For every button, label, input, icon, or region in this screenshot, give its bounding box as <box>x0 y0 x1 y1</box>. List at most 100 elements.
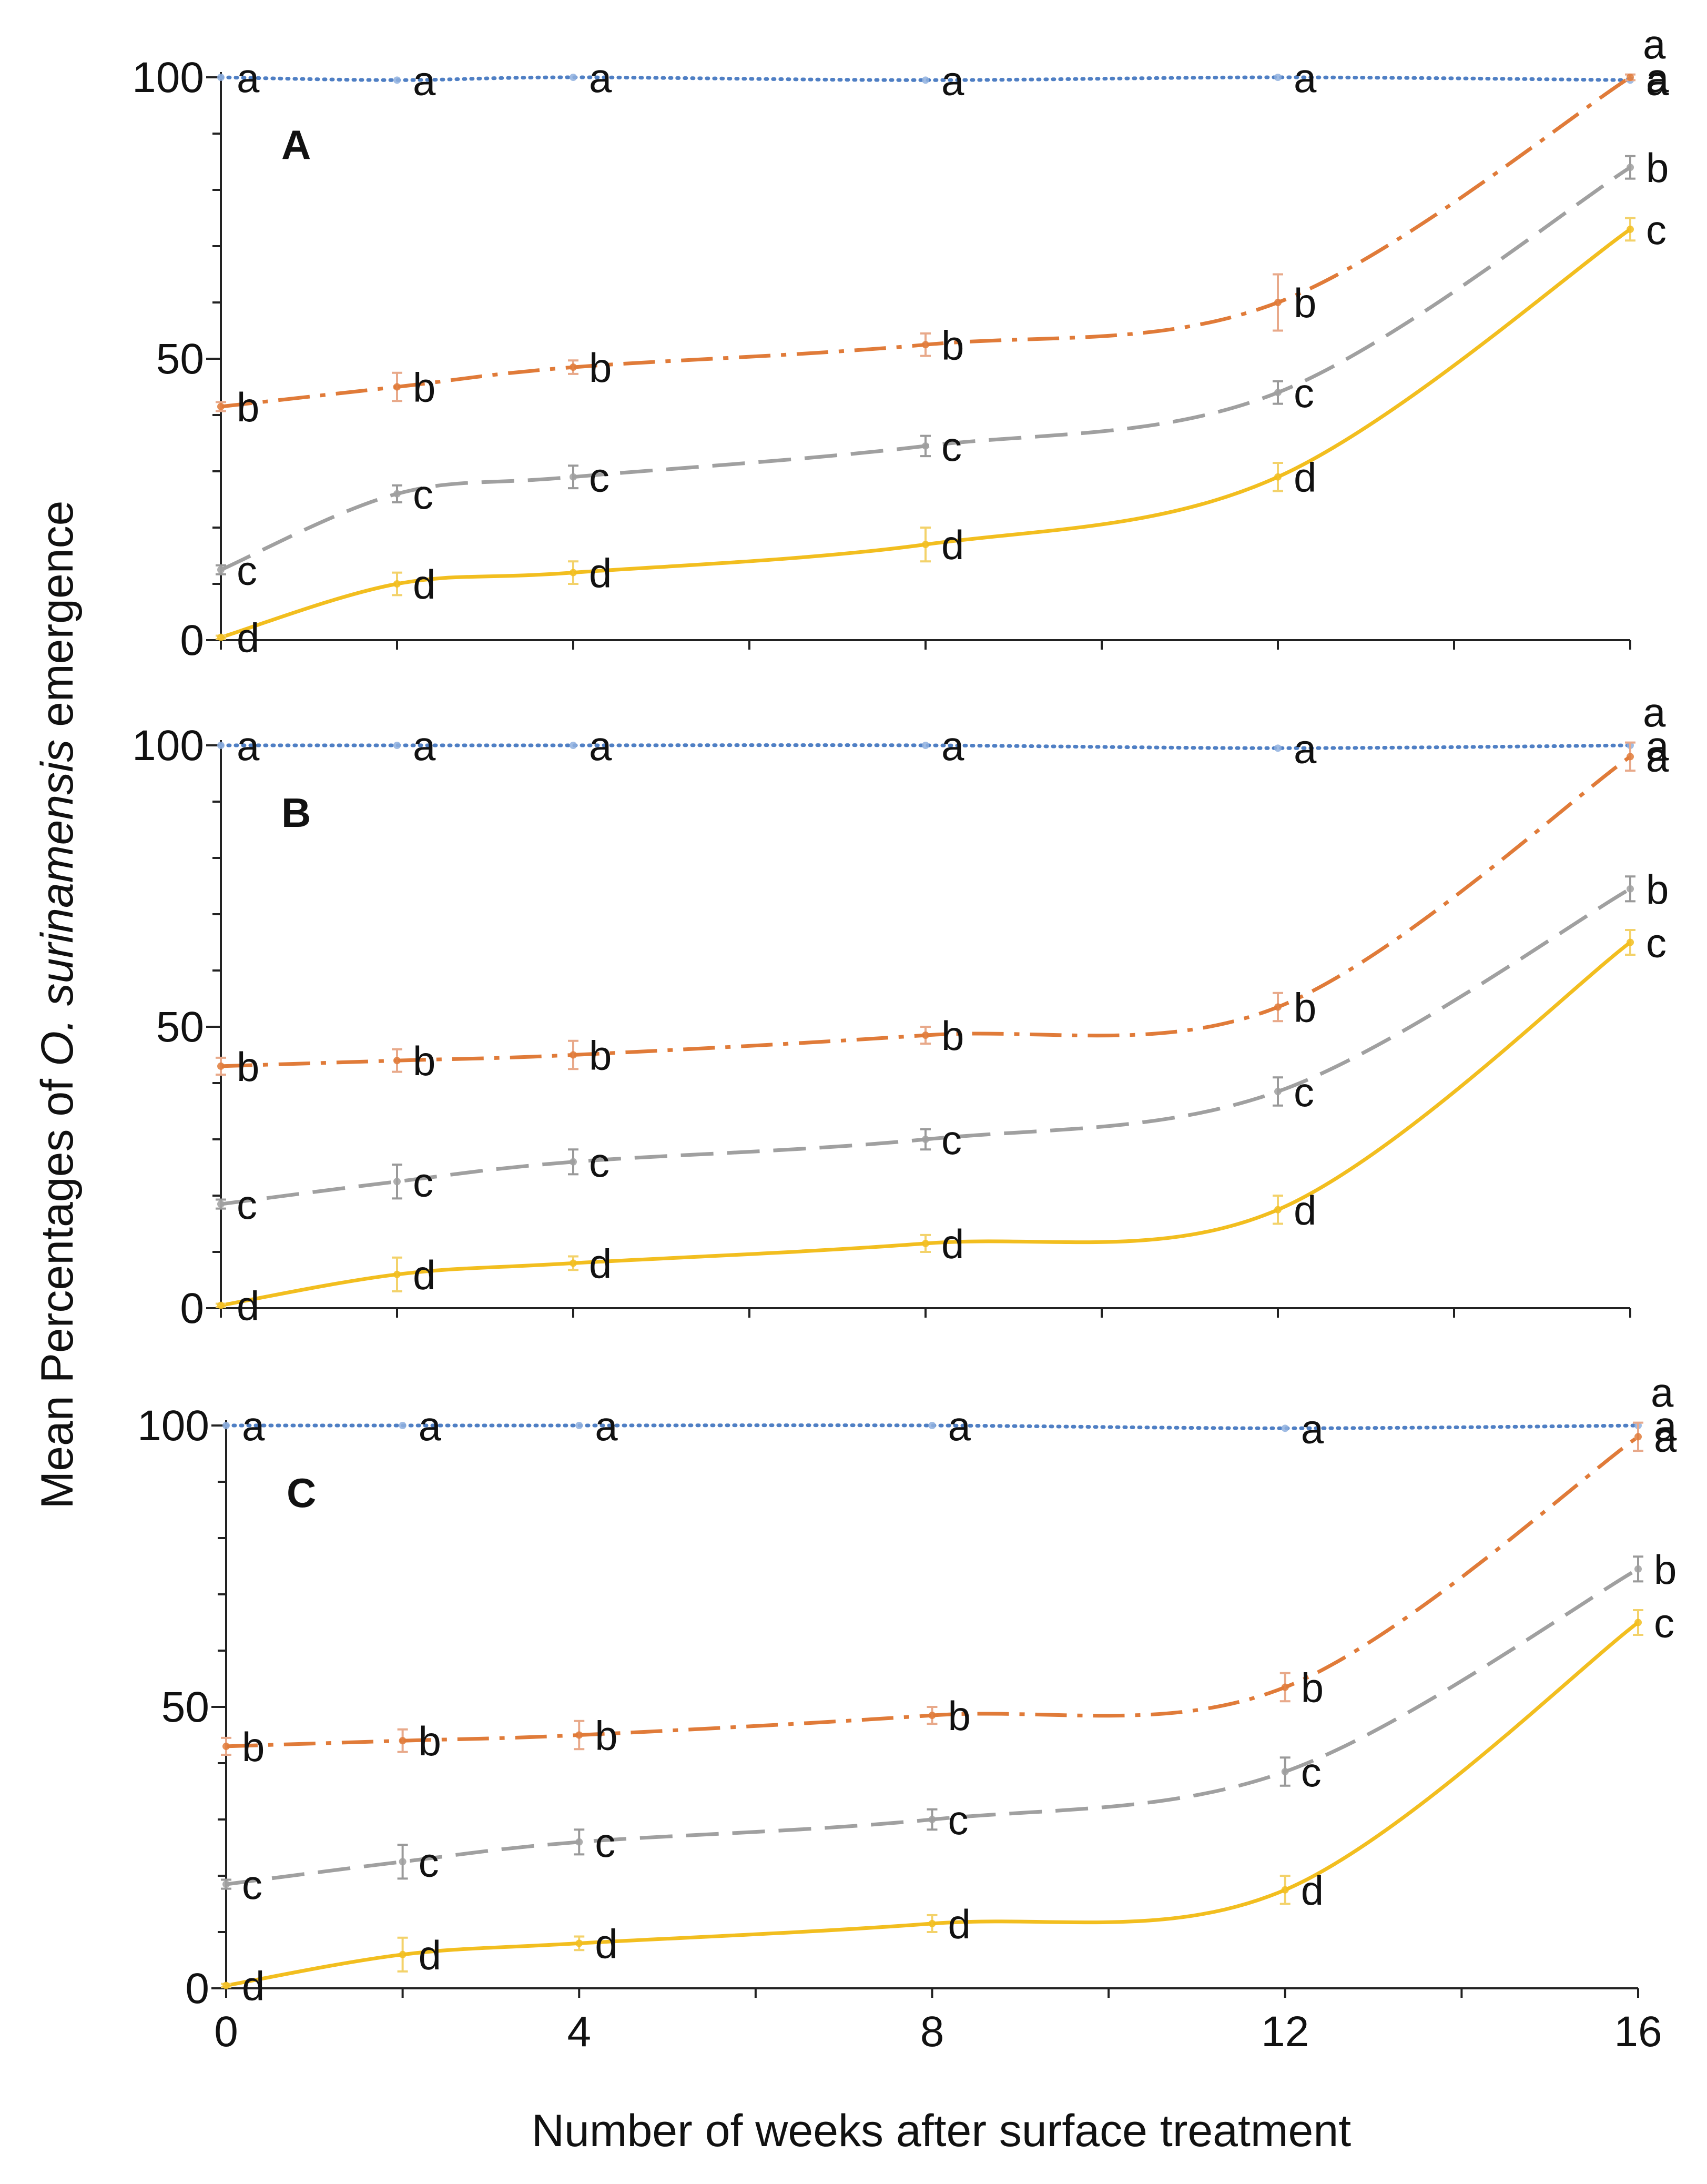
significance-letter: d <box>1294 454 1316 501</box>
data-point <box>928 1816 936 1823</box>
data-point <box>222 1880 230 1888</box>
significance-letter: b <box>1294 985 1316 1031</box>
series-control: a a a a a aa <box>222 1369 1677 1452</box>
significance-letter: c <box>1294 370 1314 416</box>
significance-letter: a <box>1646 734 1669 780</box>
data-point <box>1634 1433 1642 1441</box>
significance-letter: a <box>237 55 260 101</box>
significance-letter: a <box>589 723 612 769</box>
significance-letter: c <box>237 1181 257 1228</box>
series-dose-high: d d d d d c <box>221 1600 1674 2009</box>
y-tick-label: 50 <box>156 335 204 383</box>
significance-letter: b <box>1294 280 1316 326</box>
x-tick-label: 12 <box>1261 2008 1309 2056</box>
significance-letter: b <box>1654 1546 1676 1593</box>
x-tick-label: 4 <box>567 2008 591 2056</box>
significance-letter: d <box>941 1221 964 1267</box>
significance-letter: c <box>1646 207 1667 253</box>
series-dose-low: b b b bba <box>216 734 1669 1090</box>
significance-letter: c <box>413 1159 433 1205</box>
significance-letter: d <box>237 615 259 661</box>
significance-letter: a <box>1294 725 1317 772</box>
significance-letter: d <box>1301 1867 1324 1914</box>
data-point <box>399 1950 407 1958</box>
significance-letter: c <box>948 1797 969 1843</box>
significance-letter: b <box>237 384 259 430</box>
significance-letter: b <box>1301 1665 1324 1711</box>
significance-letter: b <box>595 1713 617 1759</box>
data-point <box>1274 1088 1282 1096</box>
significance-letter: a <box>948 1403 971 1449</box>
data-point <box>928 1919 936 1927</box>
significance-letter: d <box>413 1252 435 1298</box>
series-line <box>220 76 1631 409</box>
significance-letter: d <box>419 1932 441 1978</box>
data-point <box>570 742 577 749</box>
significance-letter: b <box>941 1013 964 1059</box>
significance-letter: c <box>1654 1600 1674 1646</box>
significance-letter: b <box>589 345 612 391</box>
significance-letter: c <box>419 1839 439 1885</box>
data-point <box>393 1178 401 1186</box>
data-point <box>1634 1619 1642 1626</box>
series-dose-low: b b b bba <box>216 55 1669 430</box>
significance-letter: d <box>941 522 964 568</box>
significance-letter: b <box>948 1693 971 1739</box>
data-point <box>1627 74 1634 81</box>
significance-letter: a <box>1301 1406 1324 1452</box>
significance-letter: c <box>941 423 962 470</box>
data-point <box>922 76 929 84</box>
data-point <box>575 1939 583 1947</box>
data-point <box>575 1422 583 1429</box>
data-point <box>217 633 225 641</box>
significance-letter: c <box>1646 920 1667 966</box>
significance-letter-top: a <box>1643 21 1666 67</box>
data-point <box>1274 473 1282 481</box>
significance-letter: a <box>419 1403 442 1449</box>
data-point <box>1274 1206 1282 1214</box>
data-point <box>570 363 577 371</box>
data-point <box>217 402 225 410</box>
significance-letter: d <box>595 1920 617 1967</box>
significance-letter: b <box>413 365 435 411</box>
y-axis-title-species: O. surinamensis <box>32 740 83 1066</box>
significance-letter: c <box>1294 1069 1314 1115</box>
significance-letter: a <box>1646 55 1669 101</box>
data-point <box>393 742 401 749</box>
data-point <box>1281 1768 1289 1776</box>
significance-letter: c <box>242 1862 262 1908</box>
significance-letter: c <box>1301 1749 1322 1795</box>
significance-letter: b <box>419 1718 441 1764</box>
significance-letter: b <box>1646 145 1669 191</box>
data-point <box>217 1301 225 1309</box>
significance-letter-top: a <box>1651 1369 1674 1415</box>
data-point <box>393 1057 401 1065</box>
data-point <box>1627 938 1634 946</box>
y-tick-label: 0 <box>180 1285 204 1332</box>
significance-letter: a <box>413 57 436 104</box>
data-point <box>222 1742 230 1750</box>
data-point <box>570 1051 577 1059</box>
significance-letter: c <box>237 547 257 593</box>
series-line <box>226 1567 1639 1886</box>
data-point <box>393 580 401 588</box>
significance-letter: b <box>242 1724 265 1770</box>
data-point <box>1274 299 1282 306</box>
data-point <box>1274 744 1282 752</box>
data-point <box>1627 225 1634 233</box>
data-point <box>1634 1565 1642 1573</box>
data-point <box>575 1838 583 1846</box>
data-point <box>1281 1683 1289 1691</box>
data-point <box>393 1270 401 1278</box>
data-point <box>217 74 225 81</box>
data-point <box>1281 1424 1289 1432</box>
data-point <box>222 1981 230 1989</box>
y-tick-label: 100 <box>137 1402 209 1450</box>
significance-letter: b <box>237 1044 259 1090</box>
